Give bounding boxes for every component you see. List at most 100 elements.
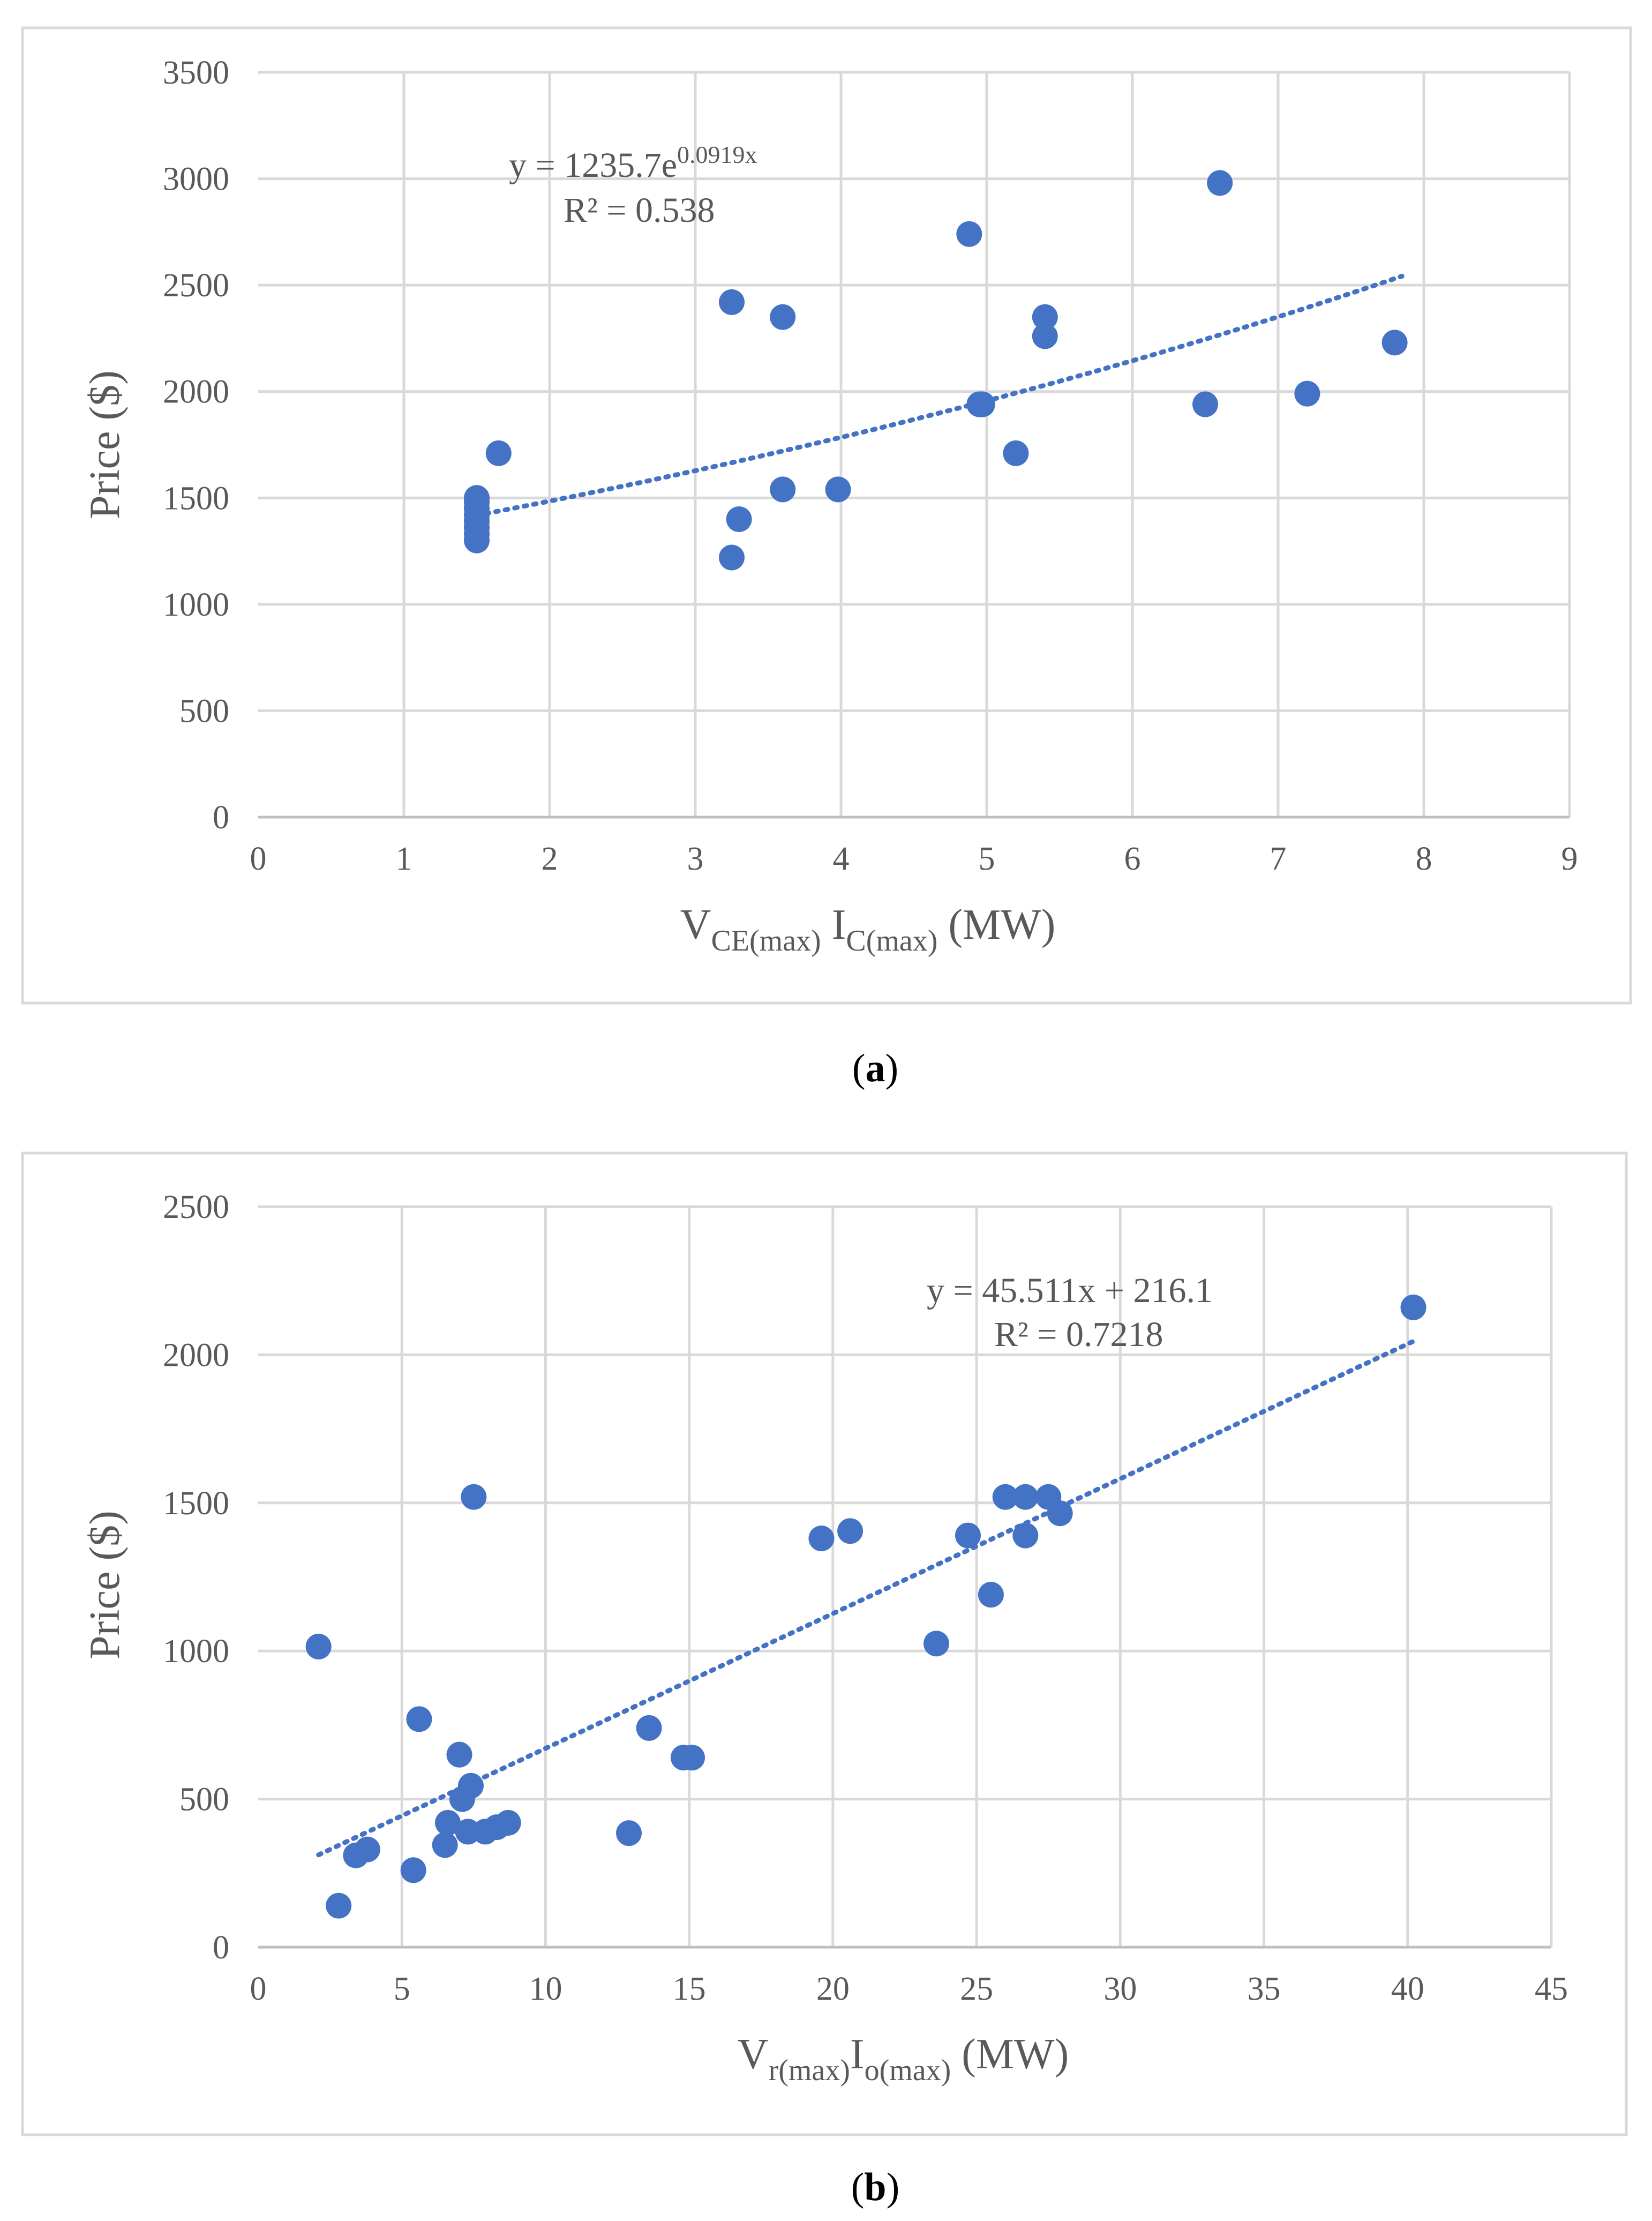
panel-b-data-point bbox=[837, 1518, 863, 1544]
panel-a-data-point bbox=[1381, 330, 1408, 356]
panel-b-data-point bbox=[923, 1631, 950, 1657]
panel-b-data-point bbox=[305, 1633, 332, 1659]
panel-b-data-point bbox=[354, 1836, 380, 1863]
panel-a-caption: (a) bbox=[852, 1046, 898, 1090]
panel-b-y-tick-label: 2000 bbox=[163, 1337, 229, 1373]
panel-b-y-tick-label: 1000 bbox=[163, 1633, 229, 1670]
panel-a-x-tick-label: 4 bbox=[833, 841, 850, 877]
panel-a-r2: R² = 0.538 bbox=[564, 191, 715, 230]
panel-a-data-point bbox=[825, 476, 851, 503]
panel-a-x-tick-label: 6 bbox=[1124, 841, 1141, 877]
panel-a-y-tick-label: 3000 bbox=[163, 161, 229, 198]
panel-a-data-point bbox=[719, 289, 745, 315]
panel-a-x-tick-label: 9 bbox=[1561, 841, 1578, 877]
panel-b-data-point bbox=[432, 1832, 458, 1858]
panel-b-x-tick-label: 10 bbox=[529, 1971, 562, 2007]
panel-a-x-title-unit: (MW) bbox=[937, 901, 1055, 948]
panel-b-data-point bbox=[495, 1809, 521, 1836]
panel-a-y-ticks: 0 500 1000 1500 2000 2500 3000 3500 bbox=[163, 55, 229, 836]
panel-a-trendline bbox=[474, 273, 1405, 518]
panel-a-data-point bbox=[485, 440, 512, 466]
panel-b-data-point bbox=[616, 1820, 642, 1846]
panel-a-data-point bbox=[1032, 323, 1058, 349]
panel-b-data-point bbox=[326, 1893, 352, 1919]
panel-b-data-point bbox=[435, 1809, 461, 1836]
panel-a-y-tick-label: 2000 bbox=[163, 374, 229, 410]
panel-b-x-tick-label: 30 bbox=[1103, 1971, 1137, 2007]
panel-a-y-tick-label: 2500 bbox=[163, 267, 229, 304]
panel-b-data-point bbox=[446, 1741, 472, 1768]
panel-b-x-tick-label: 25 bbox=[960, 1971, 993, 2007]
panel-a-y-tick-label: 3500 bbox=[163, 55, 229, 91]
panel-b-x-tick-label: 0 bbox=[250, 1971, 267, 2007]
panel-b-r2: R² = 0.7218 bbox=[994, 1315, 1163, 1354]
panel-a-data-point bbox=[1003, 440, 1029, 466]
panel-a-y-tick-label: 0 bbox=[213, 799, 229, 836]
panel-a-x-ticks: 0 1 2 3 4 5 6 7 8 9 bbox=[250, 841, 1578, 877]
panel-a-points bbox=[464, 170, 1408, 571]
panel-a-y-tick-label: 1500 bbox=[163, 480, 229, 517]
panel-b-y-tick-label: 2500 bbox=[163, 1189, 229, 1225]
panel-b-data-point bbox=[1400, 1294, 1426, 1320]
panel-a-x-tick-label: 5 bbox=[979, 841, 995, 877]
panel-a-x-tick-label: 7 bbox=[1270, 841, 1287, 877]
panel-b-data-point bbox=[1012, 1522, 1039, 1549]
panel-b-data-point bbox=[457, 1773, 484, 1799]
panel-b-data-point bbox=[406, 1706, 432, 1732]
panel-a-x-tick-label: 0 bbox=[250, 841, 267, 877]
panel-a-y-tick-label: 1000 bbox=[163, 587, 229, 623]
panel-a-data-point bbox=[1032, 304, 1058, 330]
panel-a-equation: y = 1235.7e0.0919x bbox=[509, 141, 757, 185]
panel-b-equation: y = 45.511x + 216.1 bbox=[927, 1271, 1213, 1310]
panel-b-x-title-sub1: r(max) bbox=[769, 2054, 850, 2087]
panel-b-caption: (b) bbox=[851, 2165, 899, 2209]
panel-a-data-point bbox=[719, 544, 745, 571]
panel-a-data-point bbox=[464, 485, 490, 511]
panel-b-x-tick-label: 35 bbox=[1248, 1971, 1281, 2007]
panel-a-x-tick-label: 3 bbox=[687, 841, 704, 877]
panel-a-data-point bbox=[1192, 391, 1218, 417]
panel-b-data-point bbox=[400, 1857, 426, 1883]
panel-b-data-point bbox=[978, 1582, 1004, 1608]
panel-a-data-point bbox=[726, 506, 752, 532]
panel-b-x-title-i: I bbox=[850, 2031, 865, 2078]
panel-a-data-point bbox=[956, 221, 982, 247]
panel-b-x-ticks: 0 5 10 15 20 25 30 35 40 45 bbox=[250, 1971, 1568, 2007]
panel-b-x-tick-label: 40 bbox=[1391, 1971, 1424, 2007]
panel-a-x-tick-label: 2 bbox=[542, 841, 558, 877]
panel-b-y-ticks: 0 500 1000 1500 2000 2500 bbox=[163, 1189, 229, 1966]
panel-a-x-title-v: V bbox=[680, 901, 711, 948]
panel-b-points bbox=[305, 1294, 1426, 1919]
panel-b-x-title: Vr(max)Io(max) (MW) bbox=[738, 2031, 1069, 2087]
panel-a-data-point bbox=[1294, 380, 1320, 407]
panel-b-x-tick-label: 20 bbox=[816, 1971, 850, 2007]
panel-a-x-title-sub2: C(max) bbox=[846, 924, 937, 958]
panel-b-data-point bbox=[679, 1745, 705, 1771]
panel-a-grid bbox=[258, 71, 1571, 819]
panel-b-y-tick-label: 1500 bbox=[163, 1485, 229, 1522]
panel-b-data-point bbox=[636, 1715, 662, 1741]
panel-b-data-point bbox=[992, 1484, 1018, 1510]
panel-a-y-title: Price ($) bbox=[81, 370, 129, 519]
panel-b-caption-letter: b bbox=[864, 2165, 886, 2209]
panel-a-caption-letter: a bbox=[866, 1046, 885, 1090]
panel-a-x-tick-label: 8 bbox=[1416, 841, 1432, 877]
panel-b-data-point bbox=[1047, 1500, 1073, 1527]
panel-b-x-tick-label: 15 bbox=[673, 1971, 706, 2007]
panel-b-data-point bbox=[461, 1484, 487, 1510]
panel-a-x-title: VCE(max) IC(max) (MW) bbox=[680, 901, 1056, 958]
panel-b-x-title-v: V bbox=[738, 2031, 769, 2078]
panel-b-x-tick-label: 5 bbox=[394, 1971, 410, 2007]
panel-a-data-point bbox=[969, 391, 995, 417]
panel-a-equation-base: y = 1235.7e bbox=[509, 146, 677, 185]
panel-b-x-title-unit: (MW) bbox=[951, 2031, 1069, 2078]
panel-a-frame bbox=[21, 26, 1632, 1005]
panel-a-data-point bbox=[770, 476, 796, 503]
panel-b-x-title-sub2: o(max) bbox=[865, 2054, 951, 2087]
panel-b-y-tick-label: 500 bbox=[179, 1782, 229, 1818]
panel-b-frame bbox=[21, 1151, 1628, 2136]
panel-a-x-title-sub1: CE(max) bbox=[711, 924, 821, 958]
